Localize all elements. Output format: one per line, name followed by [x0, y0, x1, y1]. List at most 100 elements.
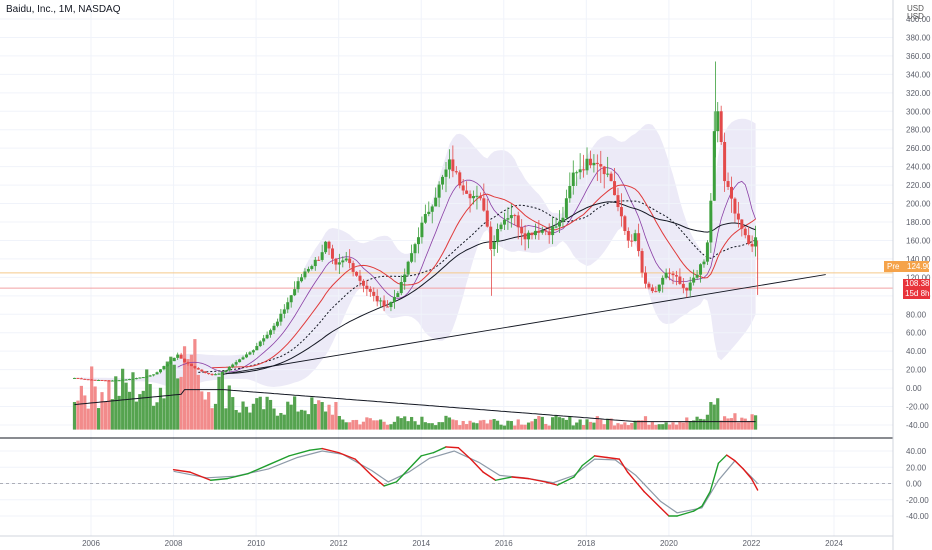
- volume-bar: [385, 424, 390, 430]
- candle-body: [100, 379, 104, 381]
- volume-bar: [423, 422, 427, 430]
- volume-bar: [203, 399, 207, 430]
- candle-body: [619, 207, 623, 217]
- candle-body: [427, 211, 431, 215]
- volume-bar: [716, 398, 720, 430]
- candle-body: [643, 272, 647, 284]
- candle-body: [258, 341, 262, 347]
- macd-line-segment: [573, 464, 583, 478]
- y-tick-label: 220.00: [906, 181, 931, 190]
- candle-body: [251, 350, 255, 353]
- candle-body: [124, 379, 128, 381]
- candle-body: [361, 280, 365, 286]
- candle-body: [348, 258, 352, 264]
- volume-bar: [698, 418, 703, 430]
- candle-body: [664, 272, 668, 278]
- candle-body: [241, 357, 245, 360]
- candle-body: [279, 313, 283, 322]
- macd-line-segment: [172, 468, 191, 473]
- candle-body: [716, 111, 720, 132]
- candle-body: [341, 260, 345, 263]
- candle-body: [499, 224, 503, 230]
- candle-body: [571, 172, 575, 186]
- chart-title: Baidu, Inc., 1M, NASDAQ: [6, 4, 121, 15]
- candle-body: [138, 377, 142, 379]
- candle-body: [454, 171, 458, 173]
- candle-body: [516, 215, 520, 228]
- candle-body: [282, 309, 286, 314]
- volume-bar: [637, 420, 641, 430]
- macd-line-segment: [643, 490, 662, 509]
- signal-line: [173, 450, 759, 514]
- macd-line-segment: [370, 474, 385, 487]
- volume-bar: [533, 418, 538, 430]
- volume-bar: [695, 416, 699, 430]
- volume-bar: [248, 412, 252, 430]
- volume-bar: [530, 421, 534, 430]
- macd-line-segment: [734, 460, 744, 470]
- volume-bar: [657, 424, 661, 430]
- volume-bar: [537, 416, 541, 430]
- candle-body: [726, 181, 730, 187]
- candle-body: [564, 198, 568, 218]
- candle-body: [613, 181, 617, 196]
- volume-bar: [643, 416, 648, 430]
- candle-body: [324, 241, 328, 253]
- candle-body: [623, 216, 627, 232]
- candle-body: [134, 378, 138, 380]
- y-tick-label: 80.00: [906, 310, 927, 319]
- volume-bar: [320, 402, 324, 430]
- candle-body: [630, 240, 634, 242]
- candle-body: [561, 217, 565, 222]
- volume-bar: [568, 416, 572, 430]
- volume-bar: [513, 425, 517, 430]
- macd-line-segment: [692, 505, 703, 512]
- volume-bar: [282, 414, 286, 430]
- volume-bar: [633, 420, 637, 430]
- macd-line-segment: [659, 507, 670, 517]
- volume-bar: [403, 416, 407, 430]
- candle-body: [317, 259, 321, 261]
- macd-line-segment: [511, 476, 530, 480]
- macd-line-segment: [408, 455, 422, 470]
- volume-bar: [93, 386, 97, 430]
- y-tick-label: 0.00: [906, 384, 922, 393]
- volume-bar: [379, 419, 383, 430]
- candle-body: [265, 334, 269, 339]
- volume-bar: [612, 425, 617, 430]
- volume-bar: [272, 408, 276, 430]
- y-tick-label: 200.00: [906, 200, 931, 209]
- candle-body: [165, 364, 169, 367]
- volume-bar: [475, 423, 479, 430]
- candle-body: [344, 258, 348, 261]
- volume-bar: [709, 402, 713, 430]
- volume-bar: [585, 419, 589, 430]
- candle-body: [723, 142, 727, 182]
- candle-body: [392, 297, 396, 303]
- y-tick-label: 180.00: [906, 218, 931, 227]
- candle-body: [585, 158, 589, 171]
- x-tick-label: 2024: [825, 539, 843, 548]
- candle-body: [461, 185, 465, 191]
- candle-body: [183, 358, 187, 363]
- volume-bar: [234, 410, 238, 430]
- candle-body: [107, 380, 111, 382]
- volume-bar: [599, 419, 603, 430]
- candle-body: [86, 379, 90, 381]
- x-tick-label: 2008: [165, 539, 183, 548]
- currency-line-1: USD: [907, 4, 924, 13]
- last-price-tag: 108.38 15d 8h: [903, 279, 930, 299]
- volume-bar: [736, 422, 740, 430]
- macd-line-segment: [337, 451, 356, 460]
- volume-bar: [671, 422, 675, 430]
- volume-bar: [241, 401, 245, 430]
- candle-body: [155, 372, 159, 375]
- candle-body: [478, 195, 482, 199]
- volume-bar: [592, 422, 596, 430]
- y-tick-label: 280.00: [906, 126, 931, 135]
- candle-body: [699, 264, 703, 275]
- volume-bar: [437, 422, 441, 430]
- volume-bar: [557, 417, 562, 430]
- grid: [0, 0, 893, 536]
- volume-bars: [72, 339, 758, 430]
